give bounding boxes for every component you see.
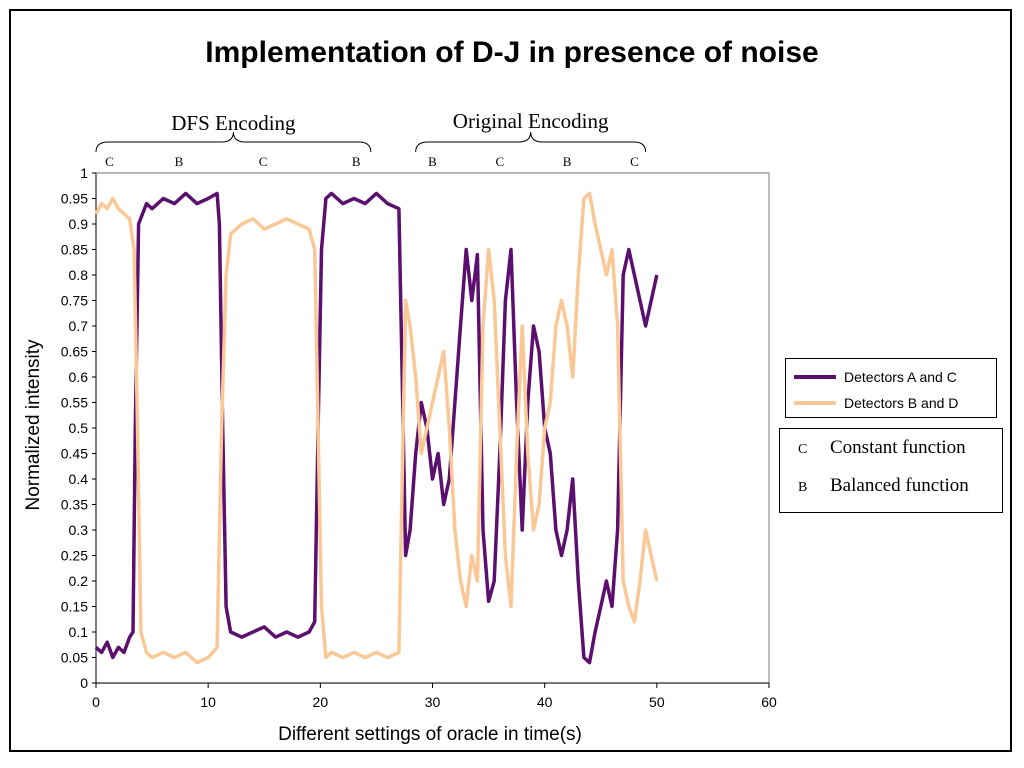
y-tick-label: 0.55 xyxy=(61,395,88,411)
series-line-2 xyxy=(94,191,659,665)
oracle-setting-letter: B xyxy=(352,154,361,169)
oracle-setting-letter: C xyxy=(259,154,268,169)
slide-frame xyxy=(9,9,1012,752)
oracle-setting-letter: B xyxy=(563,154,572,169)
y-tick-label: 0.6 xyxy=(69,369,89,385)
x-tick-label: 60 xyxy=(761,694,777,710)
y-tick-label: 0.25 xyxy=(61,548,88,564)
y-tick-label: 0.9 xyxy=(69,216,89,232)
legend-item-series-2: Detectors B and D xyxy=(794,393,958,413)
encoding-brace xyxy=(415,131,647,153)
y-tick-label: 0.05 xyxy=(61,650,88,666)
oracle-setting-letter: C xyxy=(495,154,504,169)
oracle-setting-letter: C xyxy=(105,154,114,169)
y-tick-label: 0.95 xyxy=(61,191,88,207)
legend-label: Detectors B and D xyxy=(844,395,959,411)
encoding-annotations: DFS Encoding Original Encoding C B C B B C B C xyxy=(95,109,647,169)
y-tick-label: 0 xyxy=(80,675,88,691)
legend-swatch xyxy=(794,401,836,405)
y-tick-label: 0.85 xyxy=(61,242,88,258)
y-tick-label: 1 xyxy=(80,165,88,181)
y-tick-label: 0.7 xyxy=(69,318,89,334)
x-tick-label: 0 xyxy=(92,694,100,710)
chart-title: Implementation of D-J in presence of noi… xyxy=(205,36,819,69)
y-tick-labels: 0 0.05 0.1 0.15 0.2 0.25 0.3 0.35 0.4 0.45 0.5 0.55… xyxy=(61,165,88,691)
x-tick-label: 50 xyxy=(649,694,665,710)
y-tick-label: 0.4 xyxy=(69,471,89,487)
series-line-1 xyxy=(94,191,659,665)
legend-label: Detectors A and C xyxy=(844,369,957,385)
y-tick-label: 0.75 xyxy=(61,293,88,309)
key-item-constant: C Constant function xyxy=(798,437,966,459)
encoding-brace xyxy=(95,131,372,153)
x-tick-label: 30 xyxy=(425,694,441,710)
y-tick-label: 0.45 xyxy=(61,446,88,462)
x-axis-label: Different settings of oracle in time(s) xyxy=(278,724,582,745)
oracle-setting-letter: B xyxy=(175,154,184,169)
legend-swatch xyxy=(794,375,836,379)
x-tick-label: 20 xyxy=(313,694,329,710)
encoding-label: Original Encoding xyxy=(453,109,609,133)
plot-area xyxy=(95,172,770,684)
legend: Detectors A and C Detectors B and D xyxy=(785,358,997,418)
y-tick-label: 0.65 xyxy=(61,344,88,360)
series-lines xyxy=(94,191,659,665)
y-tick-label: 0.1 xyxy=(69,624,89,640)
oracle-setting-letter: C xyxy=(630,154,639,169)
x-tick-label: 40 xyxy=(537,694,553,710)
function-key-box: C Constant function B Balanced function xyxy=(779,428,1003,513)
key-text: Constant function xyxy=(830,437,966,458)
oracle-setting-letter: B xyxy=(428,154,437,169)
encoding-label: DFS Encoding xyxy=(171,111,296,135)
y-tick-label: 0.8 xyxy=(69,267,89,283)
key-letter: B xyxy=(798,480,808,495)
key-letter: C xyxy=(798,442,808,457)
legend-item-series-1: Detectors A and C xyxy=(794,367,957,387)
y-tick-label: 0.35 xyxy=(61,497,88,513)
x-tick-labels: 0 10 20 30 40 50 60 xyxy=(92,694,777,710)
y-tick-label: 0.3 xyxy=(69,522,89,538)
y-tick-label: 0.5 xyxy=(69,420,89,436)
y-tick-label: 0.15 xyxy=(61,599,88,615)
axes xyxy=(92,172,770,688)
key-item-balanced: B Balanced function xyxy=(798,475,969,497)
y-axis-label: Normalized intensity xyxy=(23,339,44,511)
y-tick-label: 0.2 xyxy=(69,573,89,589)
key-text: Balanced function xyxy=(830,475,969,496)
x-tick-label: 10 xyxy=(200,694,216,710)
